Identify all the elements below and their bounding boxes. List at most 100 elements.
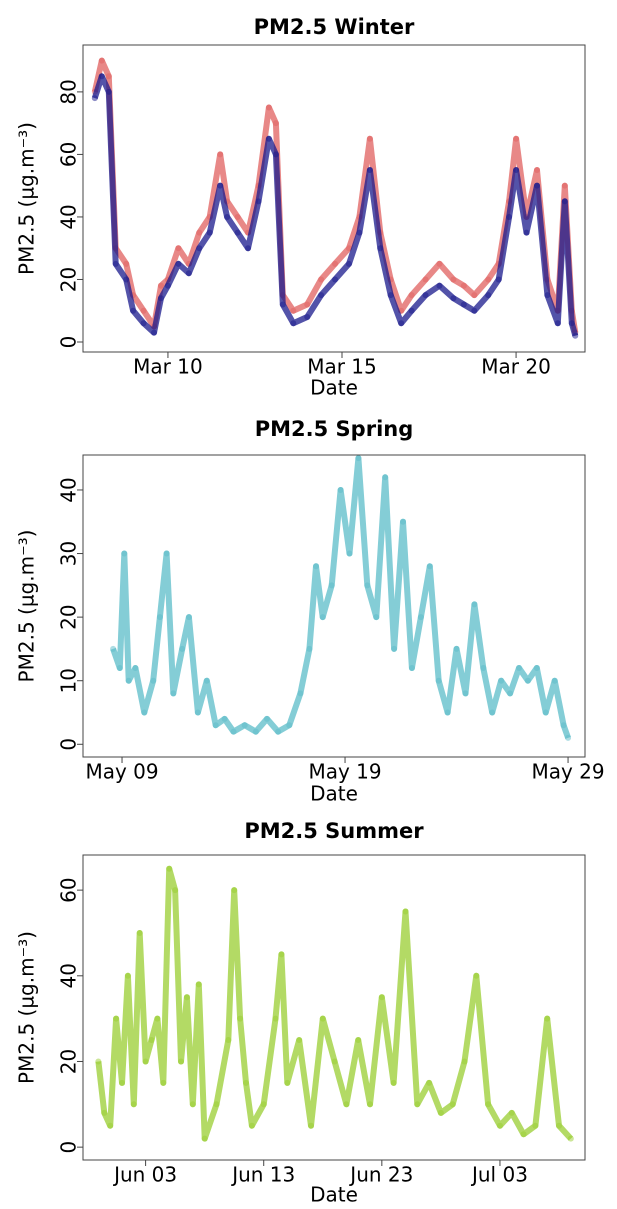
x-tick-label: Jun 23 xyxy=(348,1163,413,1187)
data-point xyxy=(408,292,415,299)
data-point xyxy=(306,645,313,652)
y-tick-label: 0 xyxy=(57,336,81,349)
data-point xyxy=(319,614,326,621)
panel: PM2.5 Winter Date PM2.5 (µg.m⁻³) 0 20 40 60 80 M… xyxy=(15,15,586,400)
data-point xyxy=(160,1079,167,1086)
data-point xyxy=(185,270,192,277)
data-point xyxy=(221,715,228,722)
data-point xyxy=(435,677,442,684)
data-point xyxy=(105,88,112,95)
data-point xyxy=(163,550,170,557)
data-point xyxy=(196,229,203,236)
data-point xyxy=(113,1015,120,1022)
data-point xyxy=(373,614,380,621)
data-point xyxy=(189,1101,196,1108)
data-point xyxy=(462,690,469,697)
x-tick-label: May 19 xyxy=(308,760,381,784)
data-point xyxy=(444,709,451,716)
data-point xyxy=(124,972,131,979)
data-point xyxy=(265,104,272,111)
data-point xyxy=(485,1101,492,1108)
data-point xyxy=(364,582,371,589)
data-point xyxy=(178,1058,185,1065)
data-point xyxy=(150,677,157,684)
data-point xyxy=(382,474,389,481)
chart-title: PM2.5 Summer xyxy=(244,819,424,843)
data-point xyxy=(164,282,171,289)
data-point xyxy=(234,213,241,220)
data-point xyxy=(156,614,163,621)
y-tick-label: 80 xyxy=(57,79,81,104)
data-point xyxy=(328,582,335,589)
data-point xyxy=(278,951,285,958)
data-point xyxy=(123,260,130,267)
y-tick-label: 0 xyxy=(57,1141,81,1154)
data-point xyxy=(560,722,567,729)
data-point xyxy=(130,1101,137,1108)
data-point xyxy=(179,645,186,652)
data-point xyxy=(101,1109,108,1116)
data-point xyxy=(272,1015,279,1022)
data-point xyxy=(485,276,492,283)
data-point xyxy=(561,198,568,205)
plot-frame xyxy=(82,454,586,758)
data-point xyxy=(460,282,467,289)
data-point xyxy=(185,614,192,621)
data-point xyxy=(118,1079,125,1086)
data-point xyxy=(304,301,311,308)
y-tick-label: 20 xyxy=(57,267,81,292)
data-point xyxy=(319,1015,326,1022)
data-point xyxy=(136,929,143,936)
data-point xyxy=(450,295,457,302)
y-tick-label: 0 xyxy=(57,738,81,751)
data-point xyxy=(170,690,177,697)
y-axis-label: PM2.5 (µg.m⁻³) xyxy=(15,530,39,683)
data-point xyxy=(495,276,502,283)
data-point xyxy=(307,1122,314,1129)
data-point xyxy=(391,645,398,652)
data-point xyxy=(125,677,132,684)
data-point xyxy=(95,1058,102,1065)
data-point xyxy=(542,709,549,716)
data-point xyxy=(544,292,551,299)
data-point xyxy=(172,887,179,894)
data-point xyxy=(533,182,540,189)
data-point xyxy=(297,690,304,697)
y-tick-label: 30 xyxy=(57,541,81,566)
data-point xyxy=(402,908,409,915)
data-point xyxy=(245,245,252,252)
data-point xyxy=(132,664,139,671)
data-point xyxy=(234,229,241,236)
data-point xyxy=(556,1122,563,1129)
data-point xyxy=(473,972,480,979)
data-point xyxy=(290,320,297,327)
data-point xyxy=(426,1079,433,1086)
chart-title: PM2.5 Spring xyxy=(255,417,414,441)
data-point xyxy=(151,329,158,336)
data-point xyxy=(286,722,293,729)
y-tick-label: 40 xyxy=(57,204,81,229)
data-point xyxy=(98,73,105,80)
data-point xyxy=(290,307,297,314)
x-tick-label: Mar 10 xyxy=(133,355,203,379)
data-point xyxy=(565,734,572,741)
data-point xyxy=(366,135,373,142)
data-point xyxy=(241,722,248,729)
data-point xyxy=(142,1058,149,1065)
data-point xyxy=(148,1037,155,1044)
data-point xyxy=(140,320,147,327)
data-point xyxy=(175,245,182,252)
data-point xyxy=(112,260,119,267)
x-tick-label: Mar 15 xyxy=(307,355,377,379)
y-axis-label: PM2.5 (µg.m⁻³) xyxy=(15,122,39,275)
data-point xyxy=(313,563,320,570)
x-axis-label: Date xyxy=(310,782,358,806)
y-tick-label: 60 xyxy=(57,877,81,902)
chart-title: PM2.5 Winter xyxy=(254,15,415,39)
data-point xyxy=(506,213,513,220)
data-point xyxy=(343,1101,350,1108)
x-axis-label: Date xyxy=(310,376,358,400)
data-point xyxy=(194,709,201,716)
plot-frame xyxy=(82,44,586,353)
